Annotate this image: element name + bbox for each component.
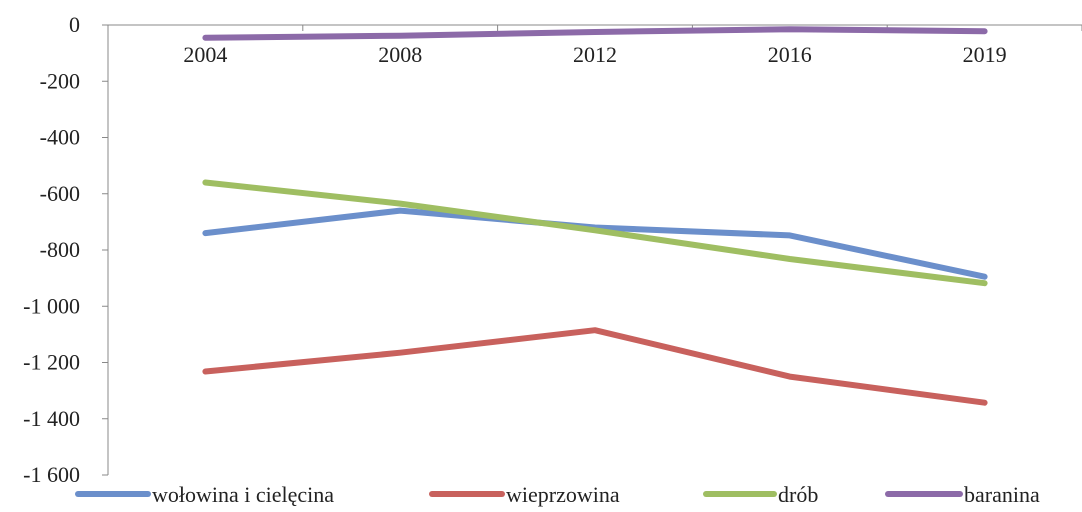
series-line: [202, 26, 988, 41]
y-tick-label: -1 000: [23, 293, 80, 318]
y-tick-label: -1 200: [23, 350, 80, 375]
y-tick-label: -400: [40, 125, 80, 150]
axes: 0 -200 -400 -600 -800 -1 000 -1 200 -1 400 -1 60…: [23, 12, 1082, 487]
legend-label: wieprzowina: [506, 482, 620, 507]
legend-label: wołowina i cielęcina: [152, 482, 334, 507]
y-tick-label: -200: [40, 68, 80, 93]
series-line: [202, 179, 988, 287]
y-tick-label: -1 600: [23, 462, 80, 487]
y-tick-label: -1 400: [23, 406, 80, 431]
x-tick-label: 2019: [963, 42, 1007, 67]
legend: wołowina i cielęcina wieprzowina drób baran…: [75, 482, 1040, 507]
legend-label: baranina: [964, 482, 1040, 507]
y-tick-label: -600: [40, 181, 80, 206]
y-tick-label: 0: [69, 12, 80, 37]
x-tick-label: 2012: [573, 42, 617, 67]
series-line: [202, 327, 988, 406]
x-tick-label: 2004: [183, 42, 227, 67]
y-tick-label: -800: [40, 237, 80, 262]
legend-label: drób: [778, 482, 818, 507]
x-tick-label: 2008: [378, 42, 422, 67]
x-tick-label: 2016: [768, 42, 812, 67]
series-lines: [202, 26, 988, 406]
